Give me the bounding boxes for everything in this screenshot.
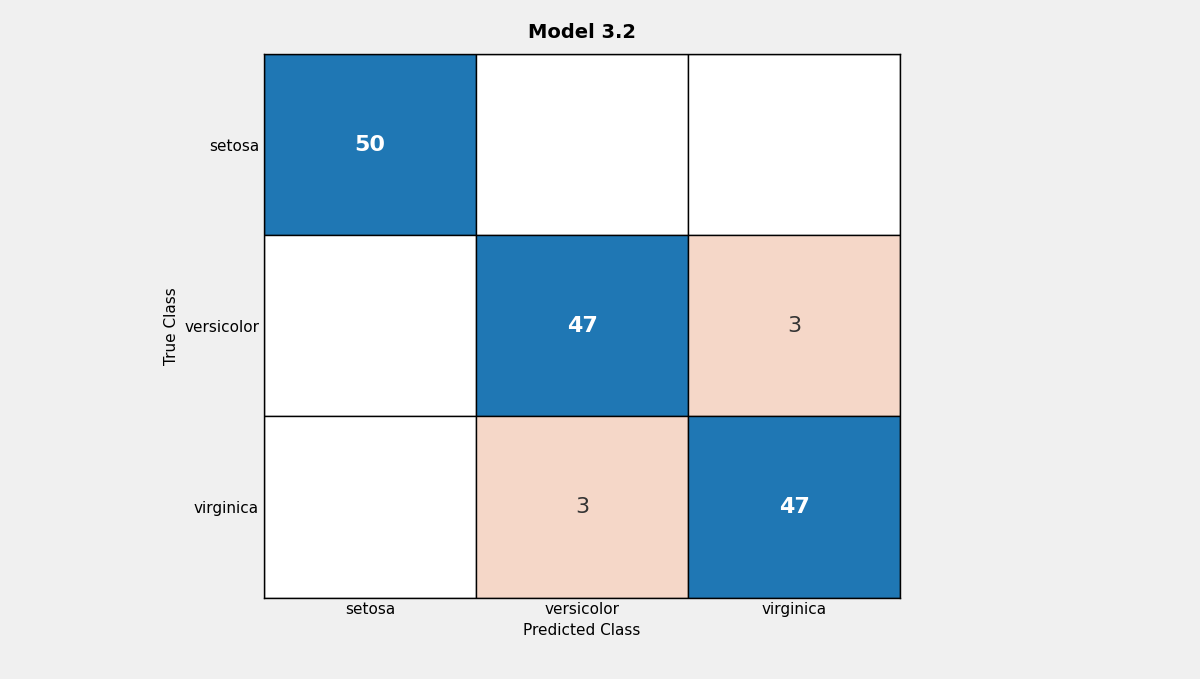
Text: 47: 47: [566, 316, 598, 336]
Bar: [264, 236, 476, 416]
Bar: [688, 416, 900, 598]
Text: 3: 3: [787, 316, 802, 336]
Y-axis label: True Class: True Class: [163, 287, 179, 365]
Bar: [476, 236, 688, 416]
Text: 47: 47: [779, 497, 810, 517]
Bar: [476, 54, 688, 236]
Title: Model 3.2: Model 3.2: [528, 22, 636, 41]
Bar: [688, 54, 900, 236]
Bar: [476, 416, 688, 598]
Text: 50: 50: [354, 135, 385, 155]
Bar: [264, 54, 476, 236]
Text: 3: 3: [575, 497, 589, 517]
X-axis label: Predicted Class: Predicted Class: [523, 623, 641, 638]
Bar: [688, 236, 900, 416]
Bar: [264, 416, 476, 598]
